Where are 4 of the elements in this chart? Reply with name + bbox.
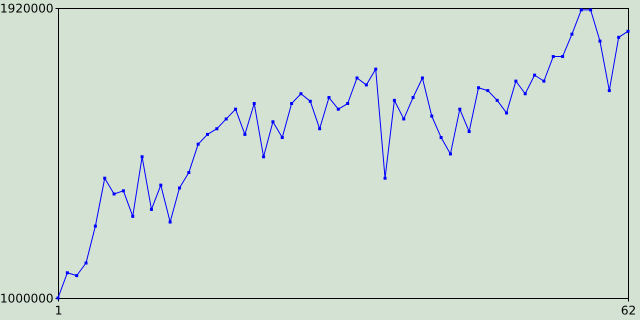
y-tick-label: 1920000 (0, 2, 54, 16)
x-tick-label: 62 (620, 304, 636, 318)
y-tick-label: 1000000 (0, 292, 54, 306)
x-tick-label: 1 (54, 304, 62, 318)
